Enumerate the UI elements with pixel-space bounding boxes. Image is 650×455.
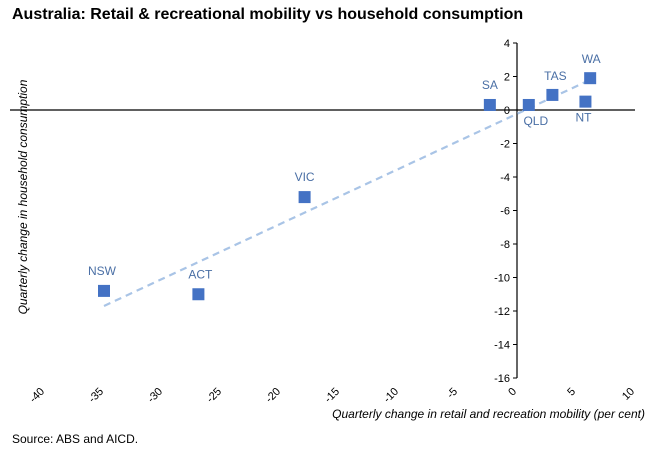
data-points [98,72,597,301]
x-tick-label: -15 [322,386,342,406]
x-tick-label: 5 [565,386,578,399]
y-tick-marks [513,42,517,379]
source-note: Source: ABS and AICD. [12,432,139,446]
data-point-vic [298,191,311,204]
x-tick-label: 0 [506,386,519,399]
y-tick-label: -10 [494,273,510,285]
y-tick-label: 2 [504,72,510,84]
y-tick-label: 4 [504,38,510,50]
y-tick-label: -8 [500,239,510,251]
x-tick-label: -20 [263,386,283,406]
data-label-wa: WA [582,52,601,66]
y-tick-labels: 4 2 0 -2 -4 -6 -8 -10 -12 -14 -16 [494,38,510,385]
y-axis-label: Quarterly change in household consumptio… [16,79,30,314]
x-tick-label: -30 [145,386,165,406]
x-tick-label: 10 [620,386,637,403]
data-label-nsw: NSW [88,264,117,278]
x-tick-label: -35 [86,386,106,406]
y-tick-label: -12 [494,306,510,318]
data-point-sa [483,98,496,111]
data-point-act [192,288,205,301]
chart-title: Australia: Retail & recreational mobilit… [12,6,524,23]
data-label-nt: NT [575,111,592,125]
data-point-nt [579,95,592,108]
trendline [103,77,595,307]
scatter-chart: -40 -35 -30 -25 -20 -15 -10 -5 0 5 10 4 2 0 -2 -4 -6 -8 -… [10,38,645,421]
data-label-sa: SA [482,78,498,92]
y-tick-label: -4 [500,172,510,184]
y-tick-label: -2 [500,139,510,151]
y-tick-label: -16 [494,373,510,385]
x-tick-label: -40 [27,386,47,406]
x-tick-label: -10 [381,386,401,406]
data-point-labels: NSW ACT VIC SA QLD TAS NT WA [88,52,601,281]
data-point-qld [522,98,535,111]
data-point-wa [584,72,597,85]
x-axis-label: Quarterly change in retail and recreatio… [332,407,645,421]
data-label-vic: VIC [295,170,315,184]
data-point-tas [546,88,559,101]
x-tick-label: -25 [204,386,224,406]
y-tick-label: 0 [504,105,510,117]
y-tick-label: -14 [494,340,510,352]
x-tick-label: -5 [445,386,460,401]
data-point-nsw [98,284,110,297]
data-label-qld: QLD [523,114,548,128]
x-tick-labels: -40 -35 -30 -25 -20 -15 -10 -5 0 5 10 [27,386,637,406]
data-label-tas: TAS [544,69,566,83]
data-label-act: ACT [188,267,213,281]
y-tick-label: -6 [500,206,510,218]
